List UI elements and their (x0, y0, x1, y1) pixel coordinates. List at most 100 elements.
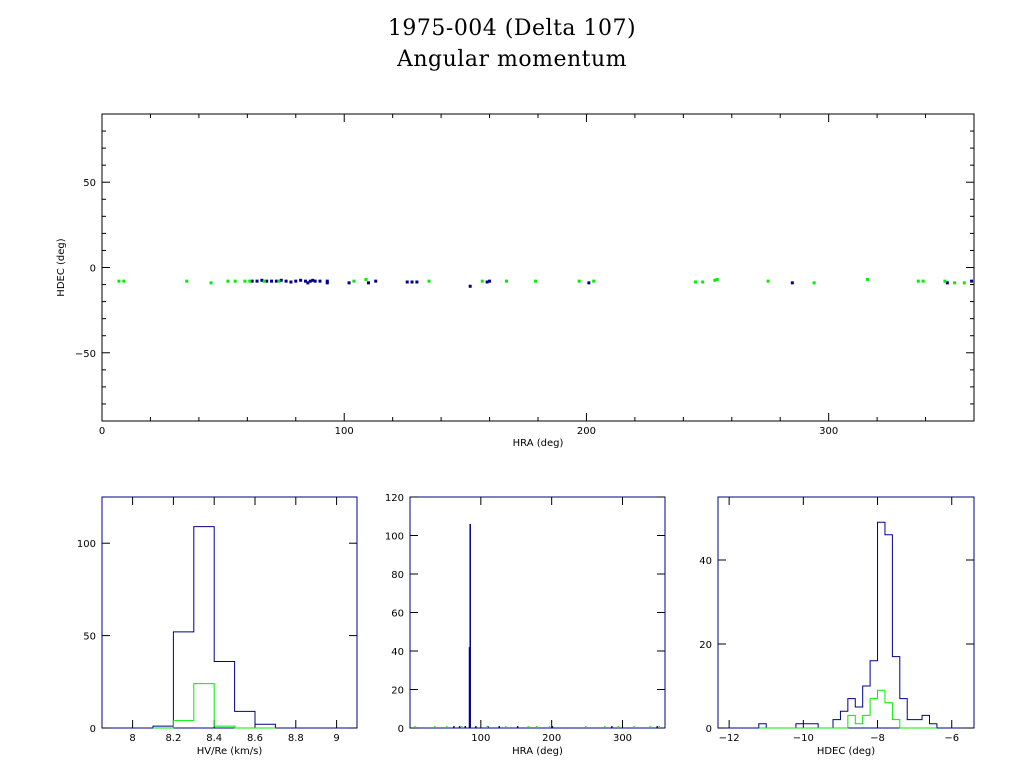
data-point (921, 279, 925, 283)
data-point (311, 278, 315, 282)
y-tick-label: 120 (385, 493, 404, 504)
histogram-step (153, 683, 276, 729)
x-tick-label: 300 (613, 733, 632, 744)
y-tick-label: 0 (90, 724, 96, 735)
panel-3: 100 200 300 0 20 40 60 80 100 120 HRA (deg) (385, 493, 666, 757)
data-point (265, 279, 269, 283)
data-point (122, 279, 126, 283)
y-tick-label: 0 (706, 724, 712, 735)
x-tick-label: 8.6 (247, 733, 263, 744)
data-point (299, 278, 303, 282)
data-point (916, 279, 920, 283)
x-tick-label: 200 (577, 426, 596, 437)
data-point (277, 279, 281, 283)
data-point (945, 281, 949, 285)
x-tick-label: 200 (542, 733, 561, 744)
data-point (117, 279, 121, 283)
data-point (713, 278, 717, 282)
data-point (766, 279, 770, 283)
data-point (284, 279, 288, 283)
y-tick-label: 100 (385, 532, 404, 543)
x-tick-label: 0 (99, 426, 105, 437)
data-point (289, 280, 293, 284)
x-tick-label: −6 (944, 733, 959, 744)
y-tick-label: 40 (699, 556, 712, 567)
x-tick-label: 100 (471, 733, 490, 744)
histogram-step (758, 521, 938, 729)
data-point (347, 281, 351, 285)
x-tick-label: 300 (819, 426, 838, 437)
data-point (953, 281, 957, 285)
y-tick-label: 100 (77, 539, 96, 550)
x-tick-label: 100 (335, 426, 354, 437)
data-point (488, 279, 492, 283)
data-point (325, 279, 329, 283)
data-point (592, 279, 596, 283)
data-point (970, 279, 974, 283)
y-tick-label: 20 (391, 686, 404, 697)
x-axis-label: HDEC (deg) (817, 746, 875, 757)
x-axis-label: HRA (deg) (512, 746, 563, 757)
data-point (701, 280, 705, 284)
panel-1: 0 100 200 300 50 0 −50 HRA (deg) HDEC (deg) (56, 113, 975, 449)
data-point (790, 281, 794, 285)
data-point (410, 280, 414, 284)
data-point (577, 279, 581, 283)
data-point (693, 280, 697, 284)
data-point (262, 279, 266, 283)
y-tick-label: 60 (391, 609, 404, 620)
y-tick-label: 50 (83, 632, 96, 643)
chart-title: 1975-004 (Delta 107) (387, 16, 637, 41)
y-tick-label: 80 (391, 570, 404, 581)
data-point (260, 278, 264, 282)
y-tick-label: 40 (391, 647, 404, 658)
data-point (308, 279, 312, 283)
data-point (209, 281, 213, 285)
y-tick-label: 0 (90, 264, 96, 275)
data-point (485, 280, 489, 284)
x-tick-label: −10 (793, 733, 814, 744)
data-point (274, 279, 278, 283)
x-tick-label: −8 (870, 733, 885, 744)
data-point (962, 281, 966, 285)
panel-2: 8 8.2 8.4 8.6 8.8 9 0 50 100 HV/Re (km/s) (77, 496, 358, 757)
data-point (865, 277, 869, 281)
data-point (325, 281, 329, 285)
x-tick-label: 8.2 (165, 733, 181, 744)
data-point (248, 279, 252, 283)
histogram-step (152, 526, 276, 728)
data-point (313, 279, 317, 283)
plot-frame (409, 496, 666, 729)
x-tick-label: 9 (333, 733, 339, 744)
data-point (587, 281, 591, 285)
data-point (352, 279, 356, 283)
data-point (185, 279, 189, 283)
data-point (306, 281, 310, 285)
x-tick-label: 8.8 (288, 733, 304, 744)
data-point (233, 279, 237, 283)
data-point (480, 279, 484, 283)
data-point (415, 280, 419, 284)
data-point (270, 279, 274, 283)
histogram-step (758, 689, 937, 729)
data-point (505, 279, 509, 283)
data-point (534, 279, 538, 283)
y-tick-label: 0 (398, 724, 404, 735)
data-point (943, 279, 947, 283)
data-point (812, 281, 816, 285)
data-point (243, 279, 247, 283)
data-point (226, 279, 230, 283)
x-axis-label: HRA (deg) (513, 438, 564, 449)
data-point (303, 279, 307, 283)
data-point (715, 277, 719, 281)
chart-subtitle: Angular momentum (397, 47, 627, 72)
y-tick-label: −50 (75, 349, 96, 360)
x-tick-label: 8.4 (206, 733, 222, 744)
x-axis-label: HV/Re (km/s) (197, 746, 263, 757)
plot-frame (101, 113, 975, 422)
data-point (364, 277, 368, 281)
data-point (366, 281, 370, 285)
data-point (468, 284, 472, 288)
data-point (250, 279, 254, 283)
